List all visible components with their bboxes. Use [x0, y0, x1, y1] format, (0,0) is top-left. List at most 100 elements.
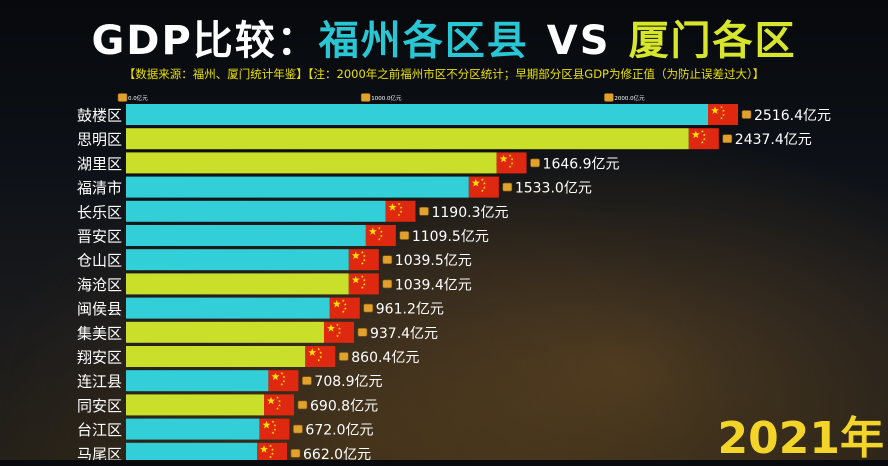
flag-star-icon — [278, 403, 281, 407]
flag-star-icon — [271, 452, 274, 456]
flag-star-icon — [332, 299, 341, 308]
flag-star-icon — [351, 275, 360, 284]
flag-star-icon — [273, 428, 277, 431]
flag-star-icon — [508, 154, 512, 157]
flag-star-icon — [282, 379, 286, 383]
flag-star-icon — [471, 178, 480, 187]
flag-star-icon — [276, 396, 279, 399]
flag-star-icon — [362, 282, 366, 286]
bar — [126, 152, 497, 174]
flag-star-icon — [308, 348, 317, 356]
source-note: 【数据来源：福州、厦门统计年鉴】【注：2000年之前福州市区不分区统计；早期部分… — [123, 67, 765, 81]
flag-star-icon — [271, 372, 280, 381]
value-label: 708.9亿元 — [314, 374, 382, 390]
flag-star-icon — [482, 181, 486, 185]
flag-star-icon — [480, 178, 484, 182]
title-prefix: GDP比较： — [91, 18, 319, 64]
value-label: 2437.4亿元 — [735, 132, 812, 148]
flag-star-icon — [280, 382, 284, 386]
tick-coin-icon — [117, 93, 128, 102]
bar — [126, 346, 306, 367]
flag-star-icon — [273, 423, 277, 427]
flag-star-icon — [702, 133, 706, 137]
value-label: 961.2亿元 — [376, 302, 444, 318]
bar — [126, 200, 386, 222]
category-label: 马尾区 — [77, 445, 122, 460]
flag-star-icon — [711, 106, 719, 114]
value-label: 1533.0亿元 — [515, 181, 592, 197]
category-label: 鼓楼区 — [77, 107, 122, 125]
flag-star-icon — [319, 351, 323, 355]
coin-icon — [382, 279, 393, 289]
flag-star-icon — [336, 334, 339, 338]
flag-star-icon — [319, 355, 323, 359]
flag-star-icon — [508, 165, 512, 168]
flag-star-icon — [260, 445, 268, 453]
flag-star-icon — [482, 186, 486, 189]
flag-star-icon — [276, 407, 279, 410]
flag-star-icon — [269, 455, 272, 459]
category-label: 福清市 — [77, 179, 122, 197]
category-label: 晋安区 — [77, 228, 122, 246]
flag-star-icon — [351, 251, 360, 260]
coin-icon — [382, 255, 393, 264]
bar — [126, 370, 269, 392]
flag-star-icon — [399, 206, 403, 209]
flag-star-icon — [336, 323, 339, 327]
flag-star-icon — [722, 113, 725, 117]
coin-icon — [363, 303, 374, 313]
flag-star-icon — [379, 230, 383, 234]
flag-star-icon — [343, 307, 347, 310]
bar — [126, 176, 469, 198]
bar — [126, 225, 366, 246]
flag-star-icon — [360, 261, 364, 265]
flag-star-icon — [720, 105, 723, 109]
flag-star-icon — [360, 286, 364, 289]
year-label: 2021年 — [717, 413, 884, 464]
flag-star-icon — [271, 420, 275, 424]
category-label: 闽侯县 — [77, 300, 122, 318]
flag-star-icon — [338, 331, 341, 335]
bar — [126, 321, 324, 343]
bar — [126, 394, 265, 416]
flag-star-icon — [280, 371, 284, 375]
tick-coin-icon — [604, 93, 614, 102]
flag-star-icon — [397, 213, 401, 217]
value-label: 2516.4亿元 — [754, 108, 831, 124]
category-label: 海沧区 — [77, 276, 122, 294]
category-label: 仓山区 — [77, 252, 122, 270]
tick-label: 2000.0亿元 — [614, 94, 645, 102]
tick-coin-icon — [360, 93, 371, 102]
flag-star-icon — [362, 278, 366, 282]
category-label: 湖里区 — [77, 155, 122, 173]
flag-star-icon — [262, 420, 271, 429]
flag-star-icon — [499, 154, 508, 163]
tick-label: 0.0亿元 — [128, 94, 148, 102]
bar — [126, 128, 689, 150]
coin-icon — [338, 352, 349, 361]
category-label: 连江县 — [77, 373, 122, 391]
bar — [126, 442, 258, 460]
bar — [126, 297, 330, 319]
flag-star-icon — [271, 448, 274, 451]
flag-star-icon — [722, 109, 725, 113]
flag-star-icon — [510, 157, 514, 161]
coin-icon — [357, 327, 368, 337]
coin-icon — [419, 207, 429, 216]
category-label: 台江区 — [77, 421, 122, 439]
title-xiamen: 厦门各区 — [628, 18, 797, 64]
flag-star-icon — [379, 234, 383, 238]
flag-star-icon — [338, 327, 341, 330]
flag-star-icon — [362, 254, 366, 258]
flag-star-icon — [278, 399, 281, 403]
flag-star-icon — [271, 431, 275, 435]
flag-star-icon — [377, 226, 381, 230]
flag-star-icon — [341, 310, 345, 314]
flag-star-icon — [269, 444, 272, 448]
flag-star-icon — [360, 275, 364, 278]
bar — [126, 273, 349, 295]
value-label: 1646.9亿元 — [543, 156, 620, 172]
bar — [126, 418, 260, 440]
flag-star-icon — [317, 347, 321, 351]
flag-star-icon — [341, 299, 345, 303]
